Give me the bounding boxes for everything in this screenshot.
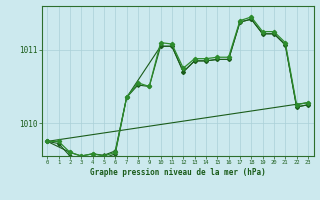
X-axis label: Graphe pression niveau de la mer (hPa): Graphe pression niveau de la mer (hPa) [90,168,266,177]
